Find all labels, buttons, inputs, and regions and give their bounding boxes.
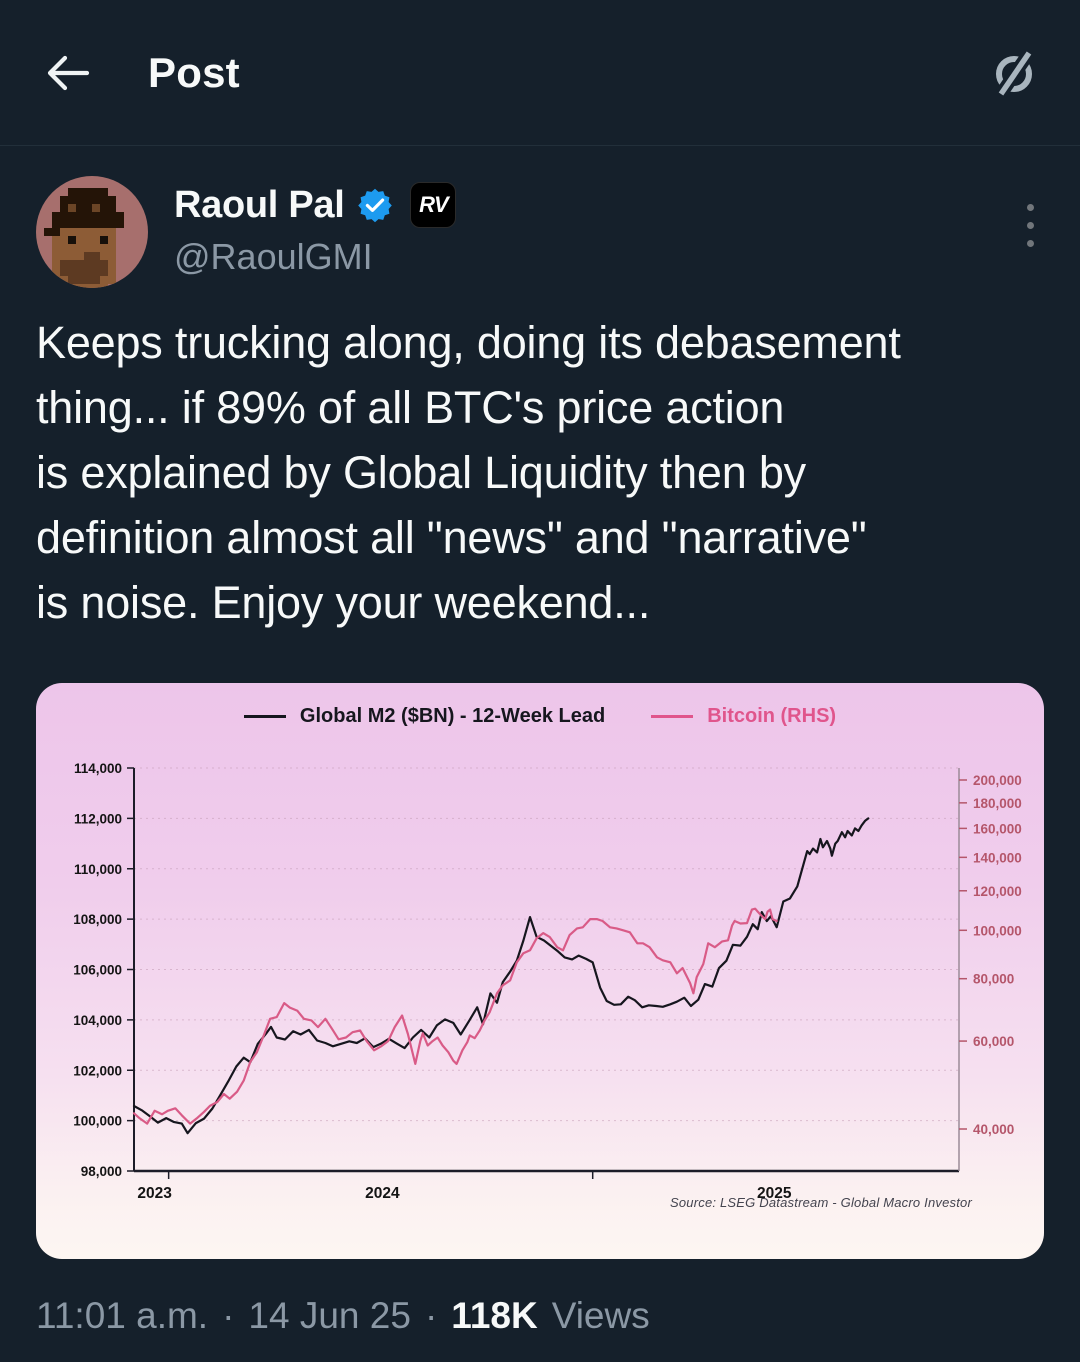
svg-text:104,000: 104,000 <box>73 1013 122 1028</box>
legend-swatch-m2 <box>243 715 286 718</box>
dot-icon <box>1027 240 1034 247</box>
legend-item-bitcoin: Bitcoin (RHS) <box>651 705 836 728</box>
verified-badge-icon <box>358 188 393 223</box>
more-options-button[interactable] <box>1021 198 1040 253</box>
svg-text:120,000: 120,000 <box>973 884 1022 899</box>
author-row: Raoul Pal RV @RaoulGMI <box>0 146 1080 288</box>
grok-button[interactable] <box>986 45 1042 101</box>
svg-text:114,000: 114,000 <box>74 761 122 776</box>
chart-legend: Global M2 ($BN) - 12-Week Lead Bitcoin (… <box>36 705 1044 728</box>
svg-text:110,000: 110,000 <box>74 862 122 877</box>
svg-text:2023: 2023 <box>137 1185 172 1202</box>
svg-text:108,000: 108,000 <box>73 912 122 927</box>
post-time: 11:01 a.m. <box>36 1295 209 1336</box>
svg-text:112,000: 112,000 <box>74 811 122 826</box>
dot-icon <box>1027 204 1034 211</box>
legend-label-m2: Global M2 ($BN) - 12-Week Lead <box>299 705 606 727</box>
svg-text:80,000: 80,000 <box>973 972 1014 987</box>
back-button[interactable] <box>40 45 96 101</box>
svg-text:200,000: 200,000 <box>973 773 1022 788</box>
top-bar: Post <box>0 0 1080 146</box>
svg-text:2025: 2025 <box>757 1185 792 1202</box>
separator-dot: · <box>424 1295 438 1336</box>
svg-text:106,000: 106,000 <box>73 963 122 978</box>
svg-text:102,000: 102,000 <box>73 1063 122 1078</box>
legend-swatch-bitcoin <box>651 715 694 718</box>
chart-image[interactable]: 114,000 112,000 110,000 108,000 106,000 104,0… <box>36 683 1044 1259</box>
post-text: Keeps trucking along, doing its debaseme… <box>36 317 901 628</box>
svg-text:2024: 2024 <box>365 1185 400 1202</box>
views-label: Views <box>551 1295 650 1336</box>
svg-text:180,000: 180,000 <box>973 796 1022 811</box>
author-meta: Raoul Pal RV @RaoulGMI <box>174 176 457 278</box>
svg-text:140,000: 140,000 <box>973 850 1022 865</box>
separator-dot: · <box>222 1295 235 1336</box>
post-date: 14 Jun 25 <box>248 1295 411 1336</box>
chart-source: Source: LSEG Datastream - Global Macro I… <box>669 1195 972 1210</box>
legend-label-bitcoin: Bitcoin (RHS) <box>707 705 837 727</box>
svg-text:160,000: 160,000 <box>973 821 1022 836</box>
avatar[interactable] <box>36 176 148 288</box>
grok-icon <box>995 48 1035 98</box>
author-name[interactable]: Raoul Pal <box>174 183 345 226</box>
svg-text:98,000: 98,000 <box>81 1164 122 1179</box>
chart-svg: 114,000 112,000 110,000 108,000 106,000 104,0… <box>73 761 1022 1202</box>
svg-text:40,000: 40,000 <box>973 1122 1014 1137</box>
svg-text:100,000: 100,000 <box>73 1114 122 1129</box>
rv-badge: RV <box>410 182 457 228</box>
author-handle[interactable]: @RaoulGMI <box>174 236 373 277</box>
arrow-left-icon <box>47 55 90 90</box>
page-title: Post <box>148 48 240 96</box>
svg-text:100,000: 100,000 <box>973 923 1022 938</box>
svg-text:60,000: 60,000 <box>973 1034 1014 1049</box>
dot-icon <box>1027 222 1034 229</box>
views-count: 118K <box>451 1295 538 1336</box>
legend-item-m2: Global M2 ($BN) - 12-Week Lead <box>243 705 606 728</box>
cryptopunk-pixel-art <box>44 188 140 288</box>
post-timestamp-row: 11:01 a.m. · 14 Jun 25 · 118K Views <box>0 1259 1080 1337</box>
